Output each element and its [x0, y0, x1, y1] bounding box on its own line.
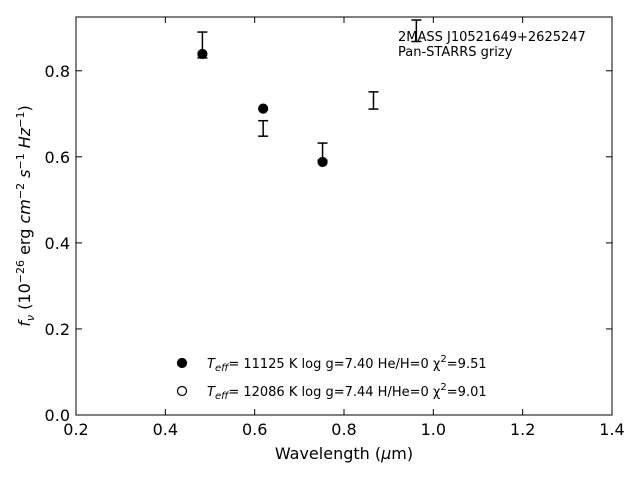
y-tick-label: 0.4	[45, 234, 70, 253]
model-point	[197, 48, 208, 60]
annotation-line: Pan-STARRS grizy	[398, 45, 513, 60]
x-tick-label: 0.2	[63, 420, 88, 439]
y-tick-label: 0.0	[45, 406, 70, 425]
y-tick-label: 0.6	[45, 148, 70, 167]
error-bar	[368, 91, 379, 110]
y-axis-title: fν (10−26 erg cm−2 s−1 Hz−1)	[14, 105, 37, 326]
y-tick-label: 0.2	[45, 320, 70, 339]
x-axis-title: Wavelength (μm)	[275, 444, 413, 463]
x-tick-label: 0.6	[242, 420, 267, 439]
x-tick-label: 0.8	[331, 420, 356, 439]
legend-label: Teff= 11125 K log g=7.40 He/H=0 χ2=9.51	[207, 354, 487, 374]
model-point	[317, 156, 328, 168]
x-tick-label: 1.2	[510, 420, 535, 439]
error-bar	[411, 19, 422, 43]
legend-label: Teff= 12086 K log g=7.44 H/He=0 χ2=9.01	[207, 382, 487, 402]
x-tick-label: 1.0	[421, 420, 446, 439]
y-axis-title-group: fν (10−26 erg cm−2 s−1 Hz−1)	[14, 105, 37, 326]
model-point	[258, 103, 269, 114]
legend-marker	[176, 385, 188, 397]
x-tick-label: 1.4	[599, 420, 624, 439]
legend-marker	[176, 357, 188, 369]
error-bar	[258, 119, 269, 137]
y-tick-label: 0.8	[45, 62, 70, 81]
x-tick-label: 0.4	[153, 420, 178, 439]
annotation-line: 2MASS J10521649+2625247	[398, 30, 586, 45]
plot-frame	[75, 16, 613, 416]
